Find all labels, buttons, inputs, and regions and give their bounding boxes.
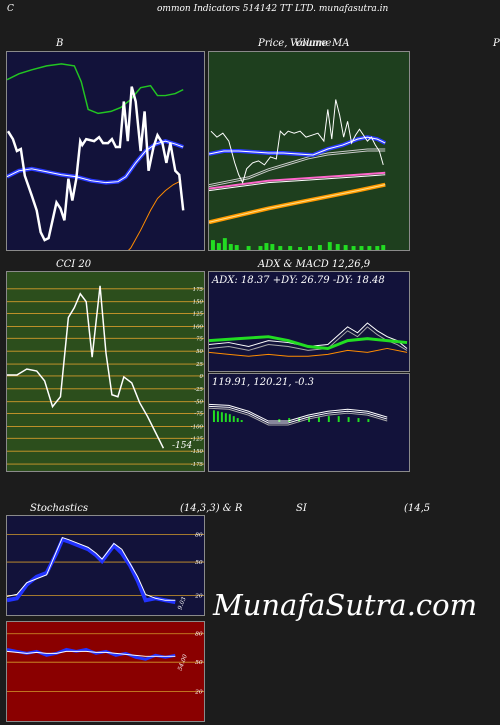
rsi-tick-80: 80 — [195, 632, 203, 638]
stochastics-title: Stochastics — [30, 503, 88, 514]
stochastics-params: (14,3,3) & R — [180, 503, 243, 514]
price-line — [7, 86, 185, 242]
stoch-tick-20: 20 — [194, 593, 203, 599]
stoch-gridlines — [7, 534, 204, 596]
bollinger-title: B — [56, 38, 64, 49]
price-volume-chart — [208, 51, 410, 251]
stoch-tick-80: 80 — [195, 533, 203, 539]
svg-text:-25: -25 — [194, 387, 203, 393]
adx-chart — [208, 271, 410, 372]
svg-text:175: 175 — [193, 287, 204, 293]
corner-letter: P — [493, 38, 500, 49]
stoch-d-line — [7, 536, 176, 601]
stoch-k-line — [7, 537, 176, 605]
svg-text:100: 100 — [193, 324, 204, 330]
watermark-text: MunafaSutra.com — [213, 588, 478, 622]
svg-text:0: 0 — [200, 374, 204, 380]
cci-current-value: -154 — [172, 441, 193, 451]
rsi-chart: 80 50 20 54.00 — [6, 621, 205, 722]
dy-minus-line — [209, 347, 408, 357]
page-title: ommon Indicators 514142 TT LTD. munafasu… — [157, 4, 389, 14]
volume-title: Volume — [290, 38, 328, 49]
bollinger-chart — [6, 51, 205, 251]
dy-plus-line — [209, 322, 408, 349]
macd-line — [209, 405, 388, 424]
stoch-tick-50: 50 — [195, 560, 203, 566]
svg-text:-100: -100 — [191, 424, 204, 430]
svg-text:-150: -150 — [191, 449, 204, 455]
ma-mid-line — [209, 171, 386, 190]
macd-readout: 119.91, 120.21, -0.3 — [212, 377, 314, 388]
volume-title-overlap: Volume — [294, 38, 332, 49]
svg-text:-125: -125 — [191, 436, 204, 442]
rsi-gridlines — [7, 633, 204, 692]
cci-tick-labels: 175 150 125 100 75 50 25 0 -25 -50 -75 -… — [191, 287, 204, 468]
stoch-end-label: 9.03 — [177, 596, 187, 611]
svg-text:50: 50 — [196, 349, 203, 355]
lower-band-line — [128, 180, 182, 250]
rsi-end-label: 54.00 — [177, 654, 189, 672]
cci-chart: 175 150 125 100 75 50 25 0 -25 -50 -75 -… — [6, 271, 205, 472]
cci-title: CCI 20 — [56, 259, 92, 270]
svg-text:25: 25 — [195, 362, 203, 368]
rsi-tick-20: 20 — [194, 690, 203, 696]
svg-text:-75: -75 — [194, 412, 203, 418]
adx-readout: ADX: 18.37 +DY: 26.79 -DY: 18.48 — [212, 275, 385, 286]
cci-line — [7, 285, 165, 449]
svg-text:-175: -175 — [191, 462, 204, 468]
rsi-avg-line — [7, 650, 176, 657]
adx-line — [209, 335, 408, 350]
header-left-letter: C — [7, 4, 14, 14]
middle-band-line — [7, 139, 184, 185]
price-title: Price, — [258, 38, 288, 49]
svg-text:125: 125 — [193, 312, 204, 318]
ma-title: MA — [332, 38, 350, 49]
cci-gridlines — [7, 288, 204, 465]
adx-macd-title: ADX & MACD 12,26,9 — [258, 259, 371, 270]
macd-signal-line — [209, 403, 388, 422]
rsi-title: SI — [296, 503, 307, 514]
upper-band-line — [7, 63, 184, 115]
volume-bars — [210, 238, 386, 250]
close-price-line — [210, 99, 384, 185]
macd-chart — [208, 373, 410, 472]
rsi-tick-50: 50 — [195, 660, 203, 666]
svg-text:-50: -50 — [194, 400, 203, 406]
svg-text:75: 75 — [196, 336, 203, 342]
svg-text:150: 150 — [193, 300, 204, 306]
stochastics-chart: 80 50 20 9.03 — [6, 515, 205, 616]
rsi-line — [7, 647, 176, 661]
rsi-params: (14,5 — [404, 503, 431, 514]
